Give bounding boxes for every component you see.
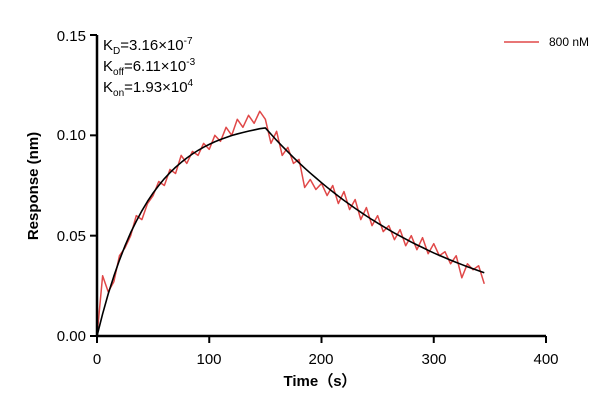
koff-annotation: Koff=6.11×10-3 xyxy=(103,57,196,78)
y-tick-label: 0.05 xyxy=(57,228,86,245)
ticks xyxy=(90,34,547,343)
x-tick-label: 200 xyxy=(308,351,333,368)
x-tick-label: 100 xyxy=(196,351,221,368)
series-line-800nm xyxy=(96,110,485,337)
kd-annotation: KD=3.16×10-7 xyxy=(103,36,193,57)
y-tick-label: 0.10 xyxy=(57,127,86,144)
x-axis-label: Time（s） xyxy=(283,372,356,390)
y-axis-label: Response (nm) xyxy=(25,132,42,240)
fit-line xyxy=(96,127,485,337)
legend: 800 nM xyxy=(504,35,589,49)
series-layer xyxy=(96,110,485,337)
x-tick-label: 300 xyxy=(421,351,446,368)
kon-annotation: Kon=1.93×104 xyxy=(103,78,194,99)
x-tick-label: 0 xyxy=(93,351,101,368)
y-tick-label: 0.15 xyxy=(57,28,86,45)
x-tick-label: 400 xyxy=(533,351,558,368)
kinetic-constants: KD=3.16×10-7 Koff=6.11×10-3 Kon=1.93×104 xyxy=(103,36,196,99)
y-tick-label: 0.00 xyxy=(57,328,86,345)
legend-label: 800 nM xyxy=(549,35,589,49)
